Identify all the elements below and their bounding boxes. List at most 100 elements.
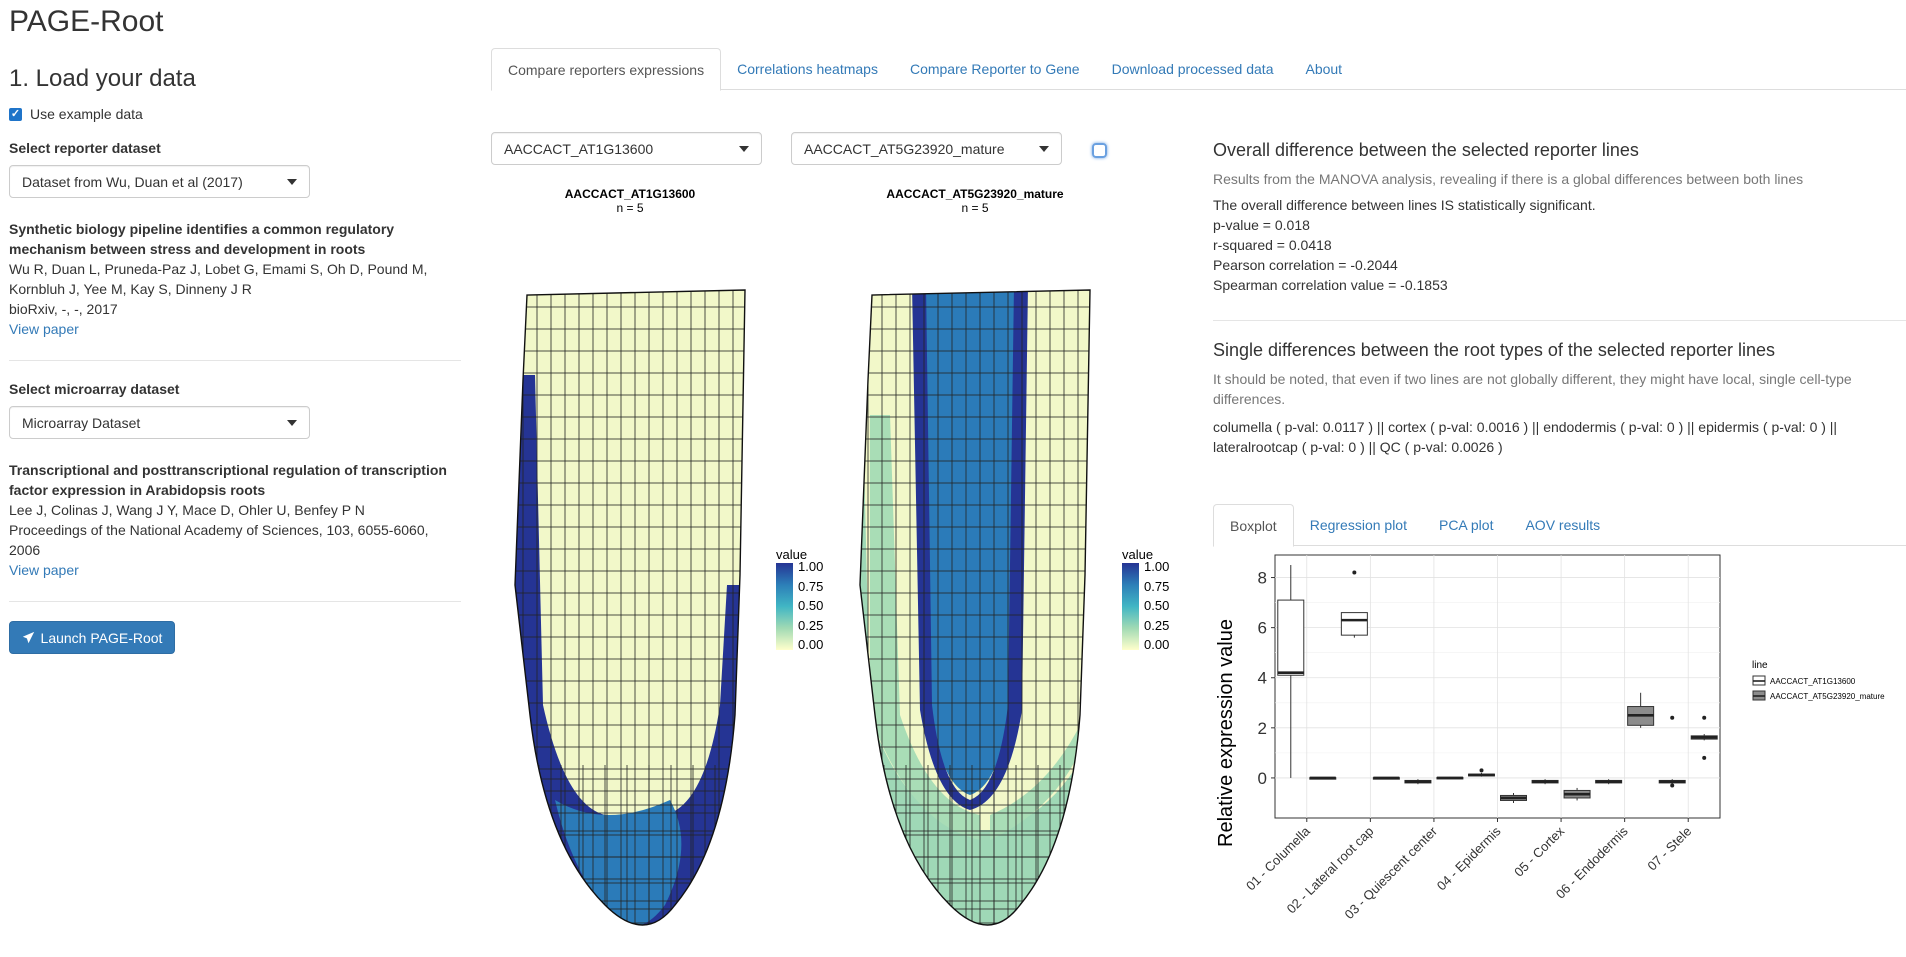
- single-section: Single differences between the root type…: [1213, 340, 1893, 457]
- right-value-legend: value 1.00 0.75 0.50 0.25 0.00: [1122, 547, 1169, 652]
- right-plot-name: AACCACT_AT5G23920_mature: [886, 187, 1064, 201]
- y-tick-label: 8: [1258, 569, 1267, 588]
- box-mark: [1500, 792, 1527, 803]
- left-reporter-select[interactable]: AACCACT_AT1G13600: [491, 132, 762, 165]
- tab-pca-plot[interactable]: PCA plot: [1438, 517, 1494, 533]
- box-mark: [1436, 776, 1464, 780]
- left-root-body: [515, 290, 745, 925]
- overall-line: Spearman correlation value = -0.1853: [1213, 277, 1448, 293]
- load-data-heading: 1. Load your data: [9, 65, 196, 92]
- legend-colorbar: [1122, 563, 1139, 650]
- chevron-down-icon: [1039, 145, 1049, 152]
- right-root-outline: [859, 289, 1091, 926]
- box-mark: [1277, 565, 1305, 778]
- tab-compare-reporters[interactable]: Compare reporters expressions: [491, 48, 722, 91]
- left-plot-title: AACCACT_AT1G13600 n = 5: [490, 187, 770, 215]
- single-description: It should be noted, that even if two lin…: [1213, 371, 1852, 407]
- chevron-down-icon: [287, 419, 297, 426]
- launch-label: Launch PAGE-Root: [40, 629, 163, 646]
- outlier-point: [1702, 715, 1707, 720]
- boxplot-y-axis: 0 2 4 6 8: [1258, 569, 1275, 788]
- use-example-checkbox-row[interactable]: ✓ Use example data: [9, 106, 143, 122]
- reporter-view-paper-link[interactable]: View paper: [9, 321, 79, 337]
- overall-line: The overall difference between lines IS …: [1213, 197, 1596, 213]
- legend-title: value: [776, 547, 808, 562]
- sidebar-divider: [9, 601, 461, 602]
- main-tabs: Compare reporters expressions Correlatio…: [491, 48, 1906, 91]
- launch-button[interactable]: Launch PAGE-Root: [9, 621, 175, 654]
- left-reporter-value: AACCACT_AT1G13600: [504, 140, 654, 157]
- legend-tick: 0.50: [1144, 598, 1170, 613]
- right-root-map: [859, 289, 1091, 926]
- y-tick-label: 2: [1258, 719, 1267, 738]
- left-value-legend: value 1.00 0.75 0.50 0.25 0.00: [776, 547, 823, 652]
- left-plot-name: AACCACT_AT1G13600: [564, 187, 696, 201]
- tab-boxplot[interactable]: Boxplot: [1213, 504, 1294, 547]
- left-plot-n: n = 5: [616, 201, 644, 215]
- single-heading: Single differences between the root type…: [1213, 340, 1776, 360]
- microarray-paper-authors: Lee J, Colinas J, Wang J Y, Mace D, Ohle…: [9, 502, 365, 518]
- legend-title: value: [1122, 547, 1154, 562]
- reporter-dataset-label: Select reporter dataset: [9, 140, 161, 156]
- overall-description: Results from the MANOVA analysis, reveal…: [1213, 171, 1804, 187]
- outlier-point: [1352, 570, 1357, 575]
- outlier-point: [1479, 768, 1484, 773]
- reporter-paper: Synthetic biology pipeline identifies a …: [9, 219, 439, 339]
- toggle-checkbox[interactable]: [1092, 143, 1107, 158]
- sidebar-divider: [9, 360, 461, 361]
- legend-title: line: [1752, 660, 1768, 671]
- reporter-paper-journal: bioRxiv, -, -, 2017: [9, 301, 118, 317]
- x-tick-label: 01 - Columella: [1243, 823, 1313, 893]
- plot-tabs: Boxplot Regression plot PCA plot AOV res…: [1213, 504, 1906, 547]
- legend-tick: 1.00: [1144, 559, 1170, 574]
- tab-regression-plot[interactable]: Regression plot: [1309, 517, 1407, 533]
- microarray-dataset-label: Select microarray dataset: [9, 381, 180, 397]
- legend-tick: 0.50: [798, 598, 824, 613]
- y-tick-label: 4: [1258, 669, 1267, 688]
- reporter-dataset-select[interactable]: Dataset from Wu, Duan et al (2017): [9, 165, 310, 198]
- legend-tick: 0.25: [798, 617, 824, 633]
- tab-correlations-heatmaps[interactable]: Correlations heatmaps: [737, 61, 878, 77]
- outlier-point: [1702, 755, 1707, 760]
- legend-tick: 0.00: [798, 637, 824, 652]
- overall-line: p-value = 0.018: [1213, 217, 1310, 233]
- right-plot-n: n = 5: [961, 201, 989, 215]
- chevron-down-icon: [739, 145, 749, 152]
- boxplot-y-label: Relative expression value: [1215, 619, 1237, 847]
- legend-tick: 1.00: [798, 559, 824, 574]
- y-tick-label: 0: [1258, 769, 1267, 788]
- outlier-point: [1670, 783, 1675, 788]
- tab-download-data[interactable]: Download processed data: [1111, 61, 1274, 77]
- tab-aov-results[interactable]: AOV results: [1525, 517, 1601, 533]
- x-tick-label: 07 - Stele: [1644, 824, 1694, 874]
- boxplot-boxes: [1277, 565, 1718, 803]
- overall-line: r-squared = 0.0418: [1213, 237, 1332, 253]
- microarray-view-paper-link[interactable]: View paper: [9, 562, 79, 578]
- overall-heading: Overall difference between the selected …: [1213, 140, 1639, 160]
- box-mark: [1658, 715, 1686, 788]
- legend-tick: 0.75: [798, 578, 824, 594]
- x-tick-label: 05 - Cortex: [1511, 823, 1567, 879]
- box-mark: [1531, 779, 1559, 785]
- box-mark: [1563, 787, 1591, 801]
- paper-plane-icon: [22, 631, 34, 644]
- microarray-dataset-select[interactable]: Microarray Dataset: [9, 406, 310, 439]
- right-plot-title: AACCACT_AT5G23920_mature n = 5: [835, 187, 1115, 215]
- tab-about[interactable]: About: [1305, 61, 1343, 77]
- box-mark: [1595, 779, 1623, 785]
- reporter-paper-authors: Wu R, Duan L, Pruneda-Paz J, Lobet G, Em…: [9, 261, 428, 297]
- box-mark: [1627, 692, 1655, 728]
- outlier-point: [1670, 715, 1675, 720]
- overall-section: Overall difference between the selected …: [1213, 140, 1893, 295]
- microarray-paper-title: Transcriptional and posttranscriptional …: [9, 462, 447, 498]
- left-root-outline: [514, 289, 746, 926]
- legend-tick: 0.75: [1144, 578, 1170, 594]
- tab-compare-reporter-gene[interactable]: Compare Reporter to Gene: [909, 61, 1080, 77]
- check-icon[interactable]: ✓: [9, 107, 22, 121]
- left-root-map: [514, 289, 746, 926]
- right-reporter-select[interactable]: AACCACT_AT5G23920_mature: [791, 132, 1062, 165]
- box-mark: [1340, 570, 1368, 638]
- legend-label: AACCACT_AT1G13600: [1770, 677, 1856, 686]
